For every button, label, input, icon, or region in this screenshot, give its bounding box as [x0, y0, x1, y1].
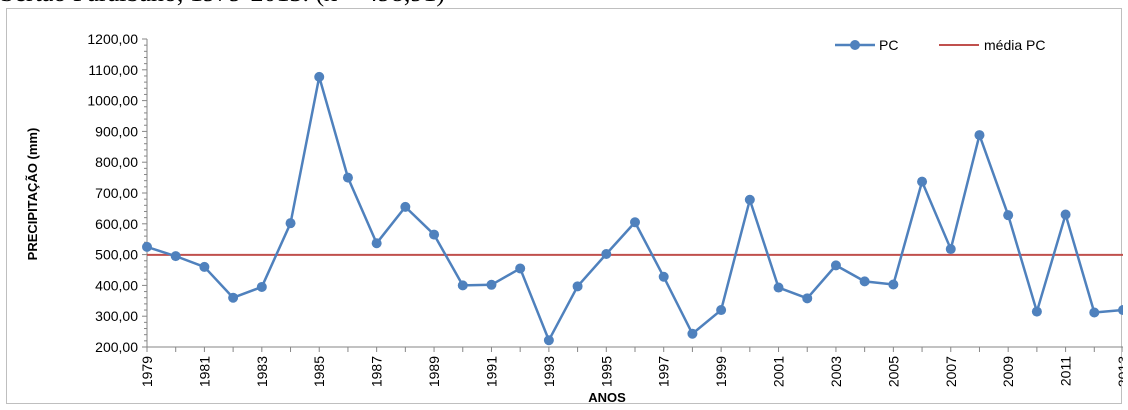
data-point — [830, 260, 841, 271]
legend-mean-label: média PC — [984, 37, 1045, 53]
data-point — [744, 194, 755, 205]
data-point — [917, 176, 928, 187]
y-tick-label: 500,00 — [95, 247, 138, 263]
data-point — [142, 241, 152, 252]
data-point — [1031, 306, 1042, 317]
x-tick-label: 2009 — [1000, 356, 1016, 387]
data-point — [429, 229, 440, 240]
data-point — [1089, 307, 1100, 318]
y-tick-label: 800,00 — [95, 154, 138, 170]
x-tick-label: 1979 — [139, 356, 155, 387]
x-tick-label: 2005 — [885, 356, 901, 387]
data-point — [170, 251, 181, 262]
legend-pc-label: PC — [879, 37, 898, 53]
data-point — [515, 263, 526, 274]
data-point — [371, 238, 382, 249]
y-tick-label: 1100,00 — [88, 62, 138, 78]
data-point — [630, 217, 640, 228]
y-tick-label: 400,00 — [95, 277, 138, 293]
data-point — [314, 71, 325, 82]
x-tick-label: 1985 — [311, 356, 327, 387]
y-tick-labels: 200,00 300,00 400,00 500,00 600,00 700,00 800,… — [87, 31, 138, 355]
data-point — [1118, 305, 1123, 316]
data-point — [199, 261, 210, 272]
y-tick-label: 1000,00 — [87, 93, 138, 109]
x-tick-label: 2007 — [943, 356, 959, 387]
data-point — [1003, 210, 1014, 221]
data-point — [974, 130, 985, 141]
series-group — [142, 71, 1123, 346]
x-tick-label: 1993 — [541, 356, 557, 387]
x-tick-label: 1987 — [369, 356, 385, 387]
x-tick-label: 2013 — [1115, 356, 1123, 387]
y-tick-label: 700,00 — [95, 185, 138, 201]
data-point — [457, 280, 468, 291]
data-point — [716, 305, 727, 316]
data-point — [486, 279, 497, 290]
y-tick-label: 200,00 — [95, 339, 138, 355]
x-tick-label: 1989 — [426, 356, 442, 387]
data-point — [342, 172, 353, 183]
x-tick-label: 1999 — [713, 356, 729, 387]
y-tick-label: 900,00 — [95, 123, 138, 139]
x-tick-label: 2001 — [771, 356, 787, 387]
legend: PC média PC — [835, 37, 1045, 53]
x-axis-title: ANOS — [588, 390, 626, 405]
series-line-pc — [146, 75, 1123, 342]
data-point — [658, 271, 669, 282]
x-tick-label: 2011 — [1058, 356, 1074, 386]
data-point — [400, 201, 411, 212]
data-point — [285, 218, 296, 229]
data-point — [773, 282, 784, 293]
x-tick-label: 1983 — [254, 356, 270, 387]
chart-axes — [142, 38, 1123, 352]
data-point — [543, 335, 554, 346]
y-tick-label: 1200,00 — [87, 31, 138, 47]
data-point — [256, 281, 267, 292]
y-axis-title: PRECIPITAÇÃO (mm) — [25, 128, 40, 261]
data-point — [802, 293, 813, 304]
data-point — [859, 276, 870, 287]
data-point — [1060, 209, 1071, 220]
data-point — [945, 244, 956, 255]
data-point — [228, 292, 239, 303]
legend-pc-marker — [850, 40, 860, 50]
x-tick-label: 1991 — [483, 356, 499, 387]
y-tick-label: 300,00 — [95, 308, 138, 324]
data-point — [687, 328, 698, 339]
data-point — [601, 248, 612, 259]
y-tick-label: 600,00 — [95, 216, 138, 232]
x-tick-label: 1995 — [598, 356, 614, 387]
data-point — [888, 279, 899, 290]
figure-caption: Sertão Paraibano, 1979-2013. (x = 498,91… — [0, 0, 445, 8]
x-tick-label: 1997 — [656, 356, 672, 387]
chart-frame: 200,00 300,00 400,00 500,00 600,00 700,00 800,… — [6, 8, 1123, 405]
data-point — [572, 281, 583, 292]
x-tick-labels: 1979 1981 1983 1985 1987 1989 1991 1993 1995 1997… — [139, 356, 1123, 387]
x-tick-label: 2003 — [828, 356, 844, 387]
x-tick-label: 1981 — [196, 356, 212, 387]
line-chart: 200,00 300,00 400,00 500,00 600,00 700,00 800,… — [25, 31, 1123, 405]
